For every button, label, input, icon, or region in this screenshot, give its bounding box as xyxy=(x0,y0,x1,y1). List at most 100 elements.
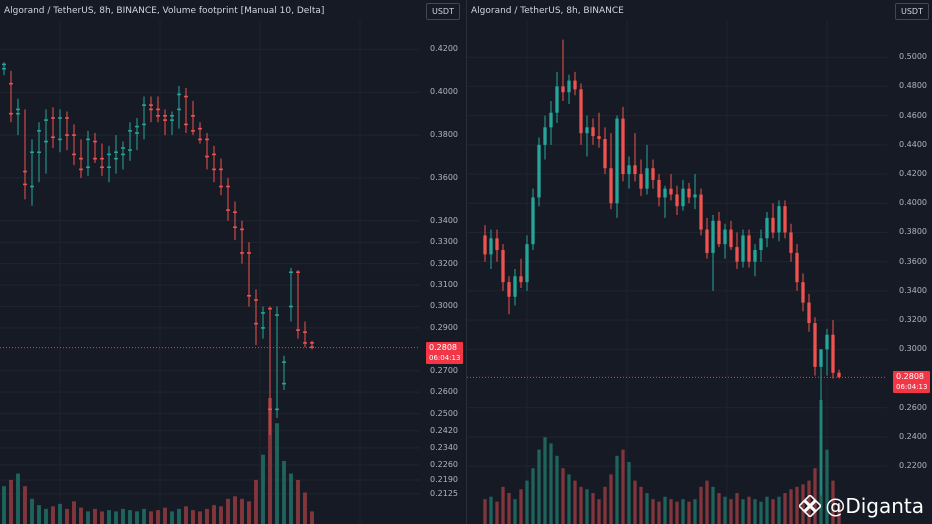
price-axis-label: 0.3800 xyxy=(899,227,927,237)
candle-body xyxy=(675,194,679,207)
price-axis-label: 0.3100 xyxy=(430,280,458,290)
candle-body xyxy=(681,188,685,207)
volume-bar xyxy=(37,505,41,524)
volume-bar xyxy=(549,443,553,524)
price-axis-label: 0.4000 xyxy=(430,87,458,97)
volume-bar xyxy=(107,510,111,524)
volume-bar xyxy=(191,510,195,524)
volume-bar xyxy=(705,480,709,524)
price-axis-label: 0.3400 xyxy=(430,215,458,225)
volume-bar xyxy=(837,505,841,524)
volume-bar xyxy=(699,486,703,524)
volume-bar xyxy=(163,507,167,524)
volume-bar xyxy=(489,496,493,524)
volume-bar xyxy=(51,506,55,524)
candle-body xyxy=(561,86,565,93)
candle-body xyxy=(627,165,631,175)
candle-body xyxy=(609,168,613,204)
volume-bar xyxy=(79,507,83,524)
candle-body xyxy=(513,276,517,297)
price-axis-label: 0.4000 xyxy=(899,198,927,208)
price-axis-label: 0.2340 xyxy=(430,442,458,452)
volume-bar xyxy=(72,501,76,524)
volume-bar xyxy=(597,499,601,524)
volume-bar xyxy=(149,511,153,524)
volume-bar xyxy=(543,437,547,524)
volume-bar xyxy=(693,499,697,524)
volume-bar xyxy=(645,493,649,524)
volume-bar xyxy=(170,511,174,524)
price-axis-label: 0.2260 xyxy=(430,460,458,469)
candle-body xyxy=(483,235,487,255)
binance-logo-icon xyxy=(799,495,822,517)
price-axis-label: 0.2420 xyxy=(430,425,458,435)
currency-button-right[interactable]: USDT xyxy=(895,3,929,20)
candle-body xyxy=(531,197,535,245)
volume-bar xyxy=(58,503,62,524)
volume-bar xyxy=(135,511,139,524)
volume-bar xyxy=(519,489,523,524)
volume-bar xyxy=(771,499,775,524)
price-axis-label: 0.2400 xyxy=(899,431,927,441)
volume-bar xyxy=(561,468,565,524)
candle-body xyxy=(699,194,703,230)
price-axis-label: 0.3800 xyxy=(430,130,458,140)
volume-bar xyxy=(289,473,293,524)
volume-bar xyxy=(585,489,589,524)
candle-body xyxy=(573,80,577,90)
price-axis-label: 0.2125 xyxy=(430,488,458,498)
volume-bar xyxy=(9,479,13,524)
volume-bar xyxy=(825,449,829,524)
volume-bar xyxy=(531,468,535,524)
chart-panel-right[interactable]: Algorand / TetherUS, 8h, BINANCE USDT 0.… xyxy=(466,0,932,524)
price-axis-label: 0.3200 xyxy=(430,258,458,268)
candle-body xyxy=(831,334,835,373)
candle-body xyxy=(567,80,571,93)
footprint-chart[interactable] xyxy=(0,0,466,524)
candle-body xyxy=(783,206,787,233)
volume-bar xyxy=(483,499,487,524)
candle-body xyxy=(549,112,553,128)
candle-body xyxy=(543,127,547,145)
currency-button-left[interactable]: USDT xyxy=(426,3,460,20)
volume-bar xyxy=(86,511,90,524)
volume-bar xyxy=(765,496,769,524)
current-price-right: 0.2808 xyxy=(896,372,924,382)
volume-bar xyxy=(507,493,511,524)
price-axis-label: 0.3400 xyxy=(899,285,927,295)
volume-bar xyxy=(495,501,499,524)
volume-bar xyxy=(579,486,583,524)
candle-body xyxy=(711,220,715,253)
chart-panel-left[interactable]: Algorand / TetherUS, 8h, BINANCE, Volume… xyxy=(0,0,466,524)
volume-bar xyxy=(801,484,805,524)
volume-bar xyxy=(783,493,787,524)
candle-body xyxy=(717,220,721,245)
volume-bar xyxy=(591,493,595,524)
volume-bar xyxy=(275,423,279,524)
candle-body xyxy=(615,118,619,204)
volume-bar xyxy=(567,474,571,524)
volume-bar xyxy=(254,479,258,524)
current-price-left: 0.2808 xyxy=(429,342,457,352)
candle-body xyxy=(705,229,709,253)
candlestick-chart[interactable] xyxy=(467,0,932,524)
volume-bar xyxy=(44,508,48,524)
candle-body xyxy=(495,238,499,251)
volume-bar xyxy=(603,486,607,524)
candle-body xyxy=(657,179,661,198)
volume-bar xyxy=(621,449,625,524)
candle-body xyxy=(603,139,607,169)
volume-bar xyxy=(65,508,69,524)
volume-bar xyxy=(93,508,97,524)
price-axis-label: 0.3200 xyxy=(899,315,927,325)
candle-body xyxy=(753,250,757,262)
candle-body xyxy=(747,235,751,262)
candle-body xyxy=(771,217,775,233)
volume-bar xyxy=(16,473,20,524)
volume-bar xyxy=(212,505,216,524)
volume-bar xyxy=(219,506,223,524)
candle-body xyxy=(813,323,817,367)
volume-bar xyxy=(282,461,286,524)
candle-body xyxy=(687,188,691,198)
candle-body xyxy=(507,282,511,297)
